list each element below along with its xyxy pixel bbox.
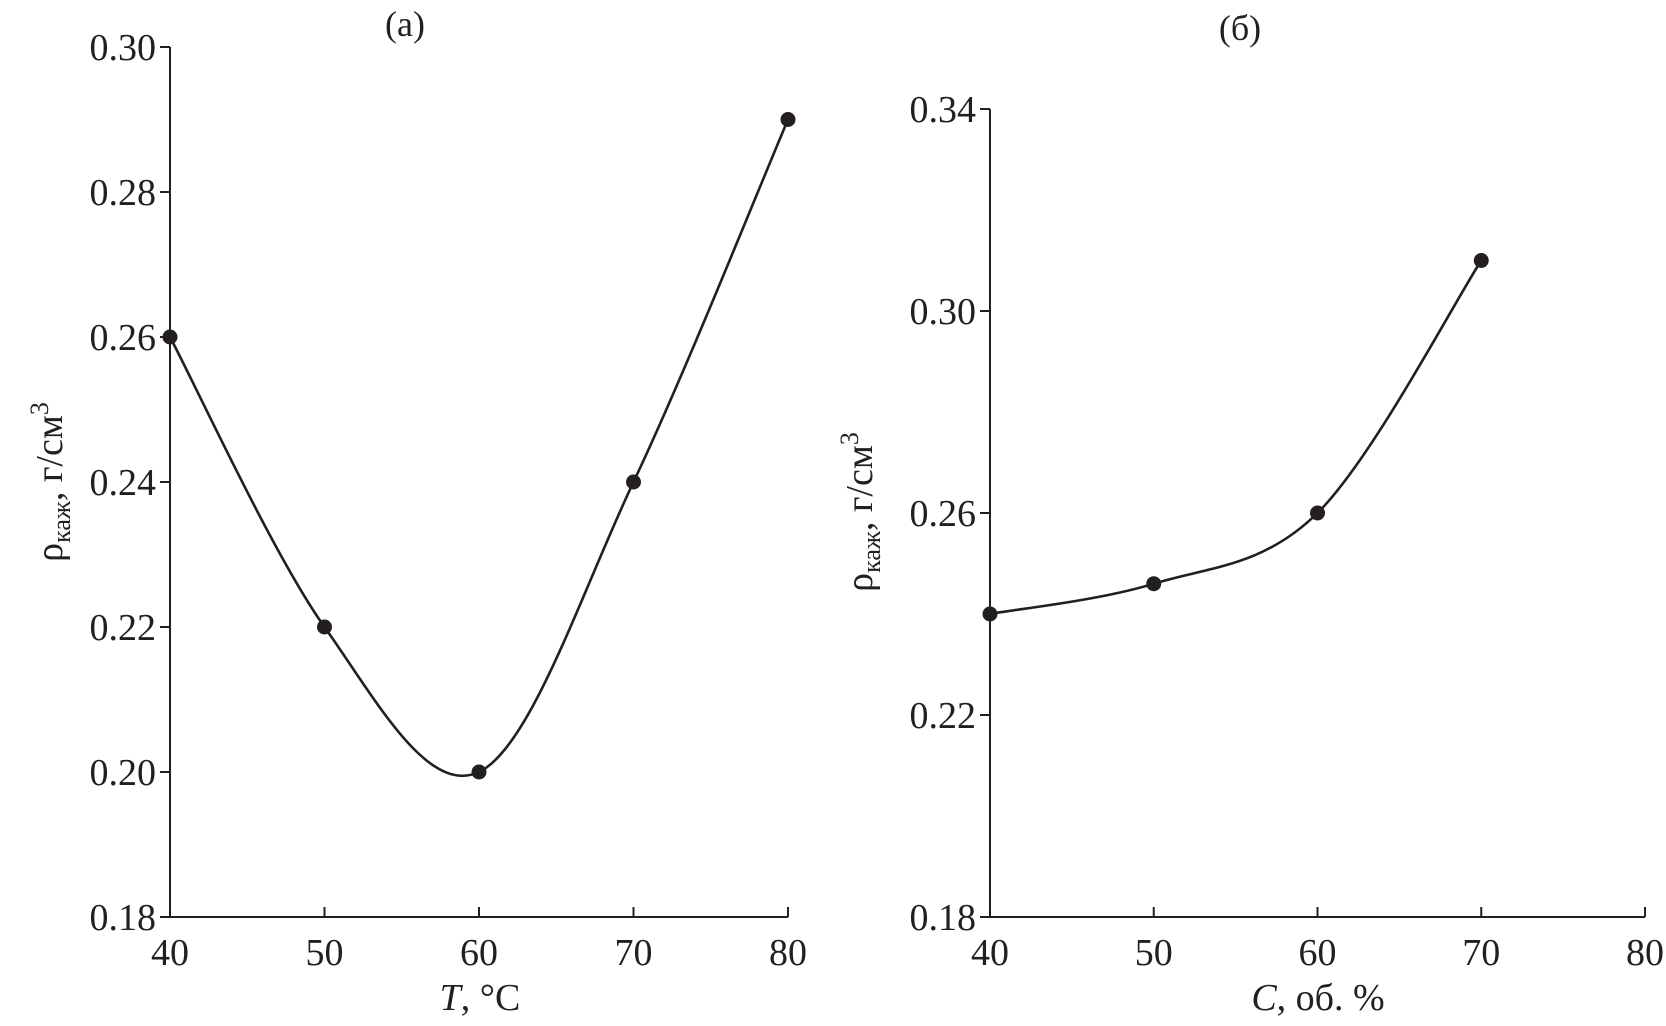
x-label-var: C [1251,977,1277,1019]
y-tick-label: 0.30 [910,291,977,333]
data-point [317,619,332,635]
y-tick-label: 0.34 [910,89,977,131]
x-tick-label: 60 [460,932,498,974]
y-label-sup: 3 [25,402,54,415]
y-tick-label: 0.18 [90,897,157,939]
y-tick-label: 0.30 [90,27,157,69]
panel-b-x-axis-label: C, об. % [1251,977,1384,1019]
x-tick-label: 50 [1135,932,1173,974]
y-label-unit: , г/см [839,445,881,531]
y-label-rho: ρ [839,573,881,592]
data-point [471,764,487,780]
series-line [989,259,1483,616]
y-label-sup: 3 [835,432,864,445]
series-line [168,118,790,777]
data-point [1473,253,1489,268]
y-label-sub: каж [857,530,886,573]
panel-b-y-axis-label: ρкаж, г/см3 [835,432,886,592]
x-tick-label: 40 [151,932,189,974]
y-tick-label: 0.18 [910,897,977,939]
panel-a-y-axis-label: ρкаж, г/см3 [25,402,76,562]
x-tick-label: 50 [306,932,344,974]
y-tick-label: 0.26 [910,493,977,535]
y-tick-label: 0.28 [90,172,157,214]
y-label-unit: , г/см [29,415,71,501]
x-tick-label: 80 [769,932,807,974]
data-point [1310,505,1325,521]
panel-a-title: (а) [385,4,425,44]
y-tick-label: 0.26 [90,317,157,359]
x-label-var: T [440,977,464,1019]
panel-a: (а) T, °C ρкаж, г/см3 0.18 0.20 0.22 0.24 0.… [25,4,807,1019]
y-label-sub: каж [47,500,76,543]
data-point [780,112,796,127]
x-tick-label: 40 [971,932,1009,974]
x-tick-label: 70 [615,932,653,974]
data-point [626,474,641,490]
y-tick-label: 0.24 [90,462,157,504]
data-point [162,329,178,345]
y-label-rho: ρ [29,543,71,562]
x-tick-label: 80 [1626,932,1664,974]
x-label-unit: , об. % [1277,977,1385,1019]
y-tick-label: 0.22 [90,607,157,649]
x-tick-label: 70 [1462,932,1500,974]
panel-b-title: (б) [1219,8,1261,48]
y-tick-label: 0.20 [90,752,157,794]
panel-b: (б) C, об. % ρкаж, г/см3 0.18 0.22 0.26 0.3… [835,8,1664,1019]
panel-a-x-axis-label: T, °C [440,977,521,1019]
data-point [982,606,998,622]
x-label-unit: , °C [461,977,521,1019]
x-tick-label: 60 [1299,932,1337,974]
data-point [1146,576,1162,592]
y-tick-label: 0.22 [910,695,977,737]
